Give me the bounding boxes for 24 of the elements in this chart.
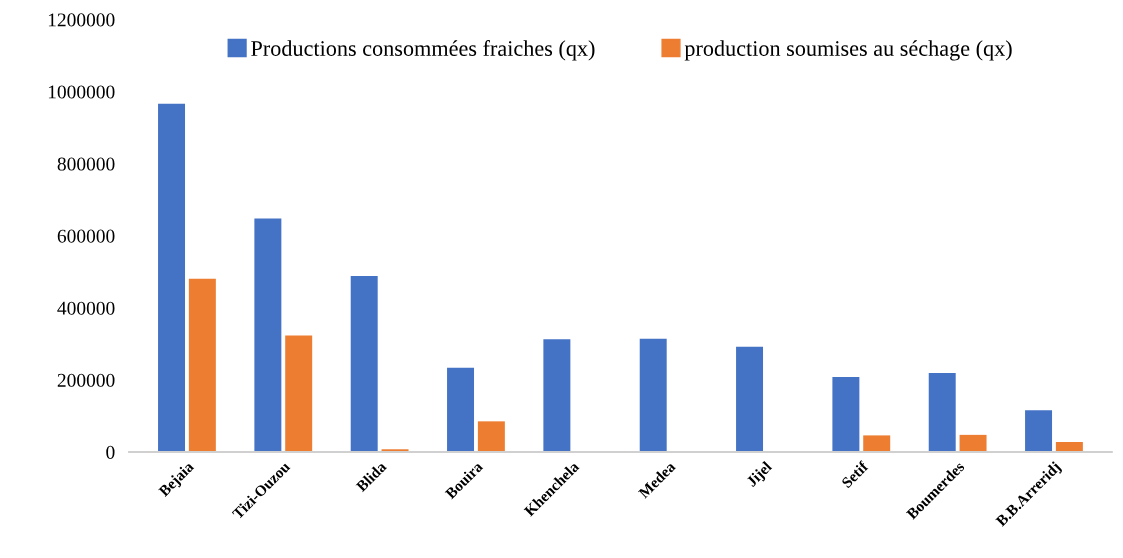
bar [285,335,313,452]
bar [254,218,282,452]
y-tick-label: 1200000 [48,13,115,27]
legend-label: production soumises au séchage (qx) [684,40,1012,61]
legend-label: Productions consommées fraiches (qx) [251,40,595,61]
y-tick-label: 400000 [57,301,115,315]
bar [447,367,475,452]
bar [959,434,987,452]
y-tick-label: 0 [106,445,115,459]
bar [832,377,860,452]
bar [863,435,891,452]
bar [639,338,667,452]
y-tick-label: 800000 [57,157,115,171]
bar [928,373,956,452]
bar [1025,410,1053,452]
bar [543,339,571,452]
bar [477,421,505,452]
bar [188,278,216,452]
y-tick-label: 200000 [57,373,115,387]
bar [736,346,764,452]
y-tick-label: 600000 [57,229,115,243]
bar [350,276,378,452]
y-tick-label: 1000000 [48,85,115,99]
bar [158,103,186,452]
